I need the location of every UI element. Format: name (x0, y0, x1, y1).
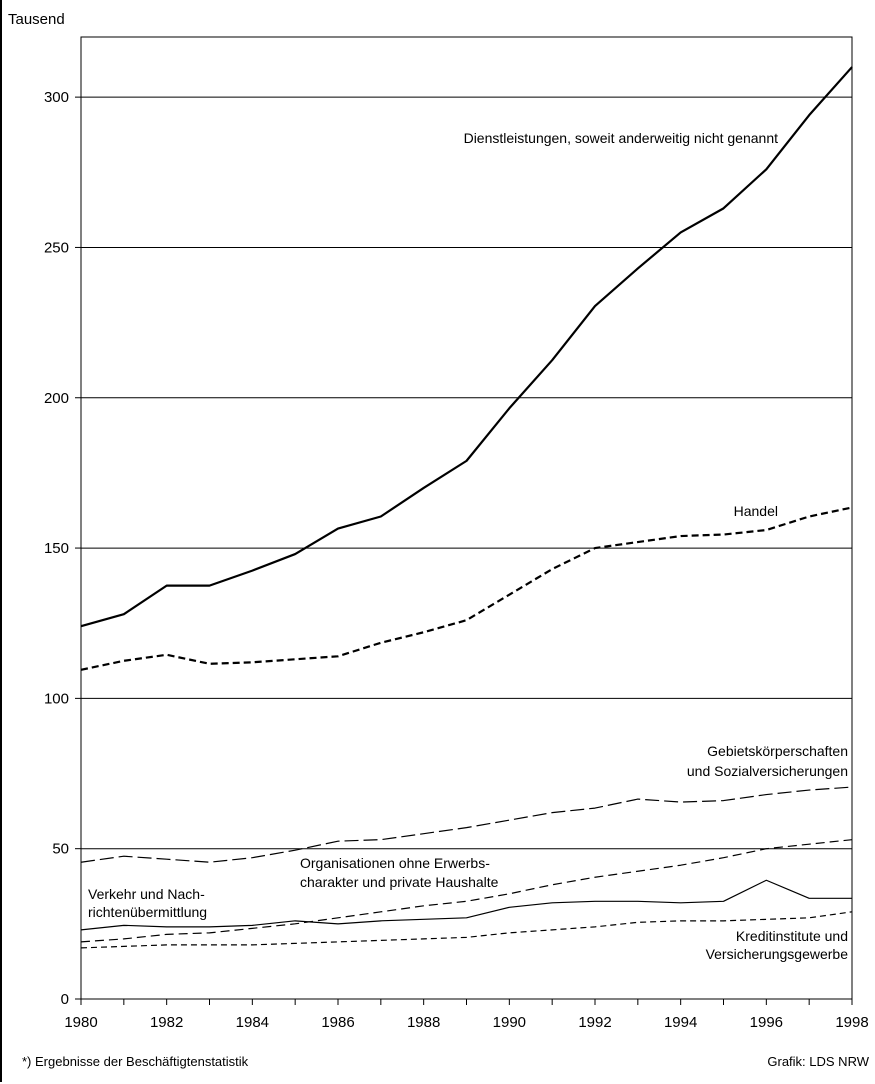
x-tick-label: 1994 (664, 1014, 697, 1031)
x-tick-label: 1988 (407, 1014, 440, 1031)
x-tick-label: 1982 (150, 1014, 183, 1031)
y-tick-label: 0 (61, 991, 69, 1008)
y-tick-label: 50 (52, 841, 69, 858)
series-label-2: Handel (734, 503, 778, 519)
series-label-4: Organisationen ohne Erwerbs-charakter un… (300, 855, 499, 890)
x-tick-label: 1990 (493, 1014, 526, 1031)
series-label-3: Gebietskörperschaften und Sozialversicher… (687, 743, 848, 779)
series-line-2 (80, 506, 853, 671)
y-tick-label: 100 (44, 690, 69, 707)
y-tick-label: 200 (44, 390, 69, 407)
series-group (80, 66, 853, 949)
series-line-1 (80, 66, 853, 628)
y-axis-label: Tausend (8, 11, 65, 28)
series-line-4 (80, 839, 853, 943)
x-tick-label: 1984 (236, 1014, 269, 1031)
y-tick-label: 300 (44, 89, 69, 106)
grid-lines (81, 96, 852, 850)
x-tick-label: 1998 (835, 1014, 868, 1031)
series-line-6 (80, 911, 853, 949)
x-tick-label: 1996 (750, 1014, 783, 1031)
credit: Grafik: LDS NRW (767, 1054, 869, 1069)
y-tick-label: 250 (44, 239, 69, 256)
series-label-1: Dienstleistungen, soweit anderweitig nic… (464, 130, 779, 146)
x-tick-label: 1992 (578, 1014, 611, 1031)
series-line-5 (80, 879, 852, 931)
series-label-6: Kreditinstitute und Versicherungsgewerbe (706, 928, 849, 962)
series-line-3 (80, 786, 853, 863)
x-tick-label: 1980 (64, 1014, 97, 1031)
footnote: *) Ergebnisse der Beschäftigtenstatistik (22, 1054, 249, 1069)
series-label-5: Verkehr und Nach-richtenübermittlung (88, 886, 207, 920)
y-tick-label: 150 (44, 540, 69, 557)
x-tick-label: 1986 (321, 1014, 354, 1031)
series-labels: Dienstleistungen, soweit anderweitig nic… (88, 130, 848, 962)
axes: 0 50 100 150 200 250 300 1980 1982 1984 1986 1988 19… (44, 36, 869, 1031)
